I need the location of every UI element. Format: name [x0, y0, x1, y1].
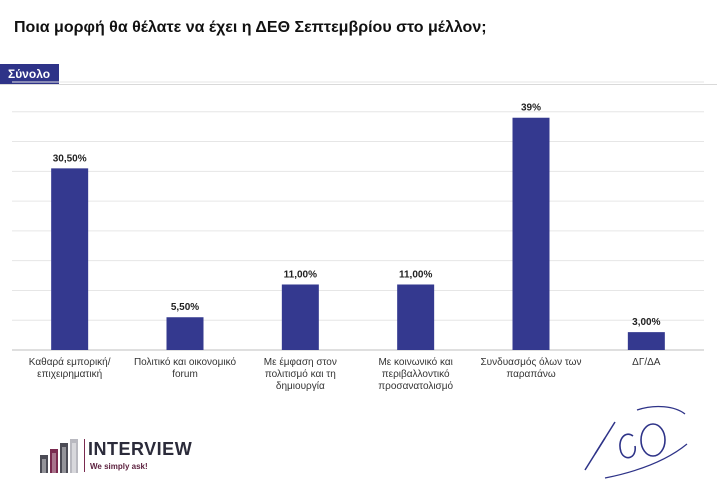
bars [51, 117, 665, 350]
category-label: Συνδυασμός όλων των παραπάνω [480, 357, 582, 380]
anniversary-emblem-icon [584, 405, 688, 479]
category-label: Καθαρά εμπορική/επιχειρηματική [28, 357, 111, 380]
interview-logo: INTERVIEW We simply ask! [40, 437, 200, 477]
bar [51, 168, 89, 350]
logo-tagline: We simply ask! [90, 462, 148, 471]
logo-icon [40, 439, 78, 473]
data-label: 11,00% [399, 269, 432, 280]
logo-divider [84, 439, 85, 472]
gridlines [12, 81, 704, 351]
data-label: 11,00% [284, 269, 317, 280]
data-label: 30,50% [53, 153, 87, 164]
category-label: Με κοινωνικό και περιβαλλοντικό προσανατ… [378, 357, 454, 392]
bar [166, 317, 204, 350]
category-label: Πολιτικό και οικονομικό forum [133, 357, 237, 380]
bar [397, 284, 435, 350]
data-labels: 30,50% 5,50% 11,00% 11,00% 39% 3,00% [53, 103, 661, 328]
bar-chart: 30,50% 5,50% 11,00% 11,00% 39% 3,00% [12, 81, 704, 351]
bar [512, 117, 550, 350]
bar [281, 284, 319, 350]
logo-name: INTERVIEW [88, 439, 193, 459]
category-label: ΔΓ/ΔΑ [632, 357, 661, 368]
segment-badge: Σύνολο [0, 64, 59, 84]
data-label: 39% [521, 103, 541, 114]
chart-title: Ποια μορφή θα θέλατε να έχει η ΔΕΘ Σεπτε… [14, 19, 487, 36]
badge-divider [0, 84, 717, 85]
category-label: Με έμφαση στον πολιτισμό και τη δημιουργ… [263, 357, 337, 392]
data-label: 3,00% [632, 317, 660, 328]
bar [627, 332, 665, 350]
data-label: 5,50% [171, 302, 199, 313]
